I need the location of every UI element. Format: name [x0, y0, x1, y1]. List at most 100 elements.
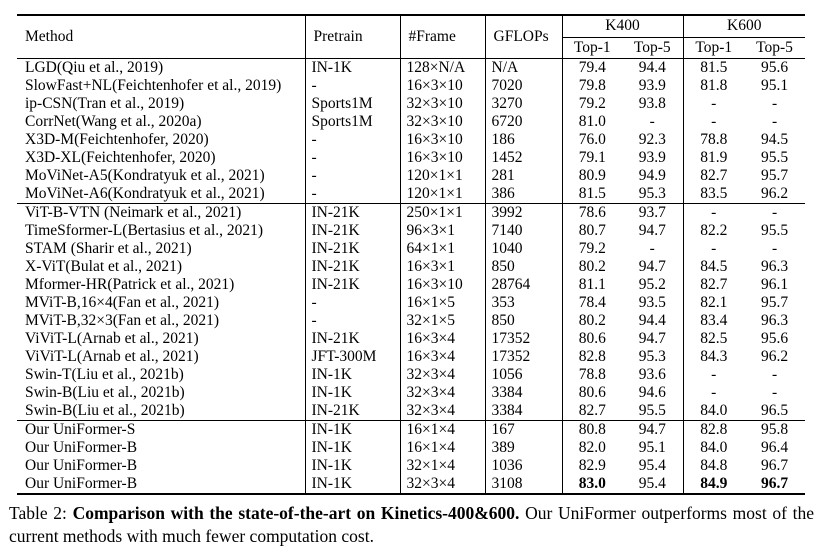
cell-frame: 32×1×5: [400, 311, 486, 330]
cell-gflops: 3384: [485, 401, 563, 420]
cell-k400-top1: 79.2: [578, 94, 606, 112]
cell-method: MViT-B,16×4(Fan et al., 2021): [17, 293, 306, 312]
cell-frame: 16×3×10: [400, 148, 486, 167]
table-row: ViViT-L(Arnab et al., 2021) JFT-300M 16×3×…: [17, 347, 805, 366]
cell-k600-top5: 95.6: [760, 58, 789, 76]
cell-k600-top5: 95.1: [760, 76, 789, 94]
col-header-method: Method: [17, 15, 306, 59]
cell-k400-top1: 80.6: [578, 329, 606, 347]
cell-k400-top1: 78.8: [578, 365, 606, 383]
cell-pretrain: IN-21K: [305, 202, 401, 222]
col-header-frame: #Frame: [400, 15, 486, 59]
cell-method: X3D-XL(Feichtenhofer, 2020): [17, 148, 306, 167]
table-row: Our UniFormer-B IN-1K 32×1×4 1036 82.9 95.4 84…: [17, 456, 805, 475]
cell-k600-top5: -: [771, 239, 778, 257]
cell-k400-top5: 94.7: [622, 257, 684, 276]
cell-gflops: 6720: [485, 112, 563, 131]
cell-k400-top1: 79.8: [578, 76, 606, 94]
cell-method: ViViT-L(Arnab et al., 2021): [17, 347, 306, 366]
col-header-k400-top1: Top-1: [562, 37, 622, 59]
cell-gflops: 186: [485, 130, 563, 149]
cell-k400-top1: 76.0: [578, 130, 606, 148]
cell-k600-top5: -: [771, 383, 778, 401]
cell-frame: 32×3×4: [400, 365, 486, 384]
cell-frame: 32×3×4: [400, 401, 486, 420]
cell-frame: 16×3×10: [400, 130, 486, 149]
results-table: Method Pretrain #Frame GFLOPs K400 K600 …: [17, 14, 806, 495]
cell-k400-top5: 92.3: [622, 130, 684, 149]
col-header-k400: K400: [562, 15, 684, 38]
cell-k600-top1: 84.5: [700, 257, 728, 275]
cell-gflops: N/A: [485, 58, 563, 77]
cell-k400-top5: 95.2: [622, 275, 684, 294]
cell-gflops: 389: [485, 438, 563, 457]
cell-k600-top5: 96.4: [760, 438, 789, 456]
cell-pretrain: -: [305, 76, 401, 95]
cell-method: Swin-B(Liu et al., 2021b): [17, 401, 306, 420]
cell-k600-top1: 83.4: [700, 311, 728, 329]
table-row: Our UniFormer-B IN-1K 32×3×4 3108 83.0 95.4 84…: [17, 474, 805, 494]
cell-method: Swin-B(Liu et al., 2021b): [17, 383, 306, 402]
cell-method: CorrNet(Wang et al., 2020a): [17, 112, 306, 131]
table-header: Method Pretrain #Frame GFLOPs K400 K600 …: [17, 15, 806, 59]
table-row: Swin-B(Liu et al., 2021b) IN-1K 32×3×4 3384…: [17, 383, 805, 402]
cell-k600-top1: 81.8: [700, 76, 728, 94]
table-row: Mformer-HR(Patrick et al., 2021) IN-21K 16…: [17, 275, 805, 294]
table-row: Our UniFormer-B IN-1K 16×1×4 389 82.0 95.1 84.…: [17, 438, 805, 457]
cell-frame: 250×1×1: [400, 202, 486, 222]
cell-frame: 32×3×10: [400, 94, 486, 113]
cell-k600-top5: 96.3: [760, 257, 789, 275]
cell-pretrain: -: [305, 166, 401, 185]
cell-method: TimeSformer-L(Bertasius et al., 2021): [17, 221, 306, 240]
cell-method: Our UniFormer-B: [17, 474, 306, 494]
cell-k600-top5: 94.5: [760, 130, 789, 148]
cell-pretrain: IN-21K: [305, 239, 401, 258]
cell-k400-top1: 79.1: [578, 148, 606, 166]
cell-pretrain: -: [305, 148, 401, 167]
cell-k600-top5: -: [744, 202, 806, 222]
cell-k400-top5: 95.5: [622, 401, 684, 420]
table-row: X3D-M(Feichtenhofer, 2020) -16×3×10 186 76.…: [17, 130, 805, 149]
cell-pretrain: -: [305, 130, 401, 149]
cell-k400-top5: 94.7: [622, 221, 684, 240]
cell-method: STAM (Sharir et al., 2021): [17, 239, 306, 258]
cell-pretrain: IN-21K: [305, 275, 401, 294]
cell-k400-top5: 95.4: [622, 474, 684, 494]
cell-gflops: 17352: [485, 347, 563, 366]
cell-frame: 32×3×4: [400, 474, 486, 494]
cell-pretrain: IN-21K: [305, 221, 401, 240]
cell-frame: 16×1×4: [400, 419, 486, 439]
cell-method: Swin-T(Liu et al., 2021b): [17, 365, 306, 384]
cell-k600-top5: 96.1: [760, 275, 789, 293]
cell-k400-top5: 93.7: [622, 202, 684, 222]
cell-k600-top5: -: [771, 112, 778, 130]
cell-pretrain: -: [305, 311, 401, 330]
table-row: ViViT-L(Arnab et al., 2021) IN-21K 16×3×4 1…: [17, 329, 805, 348]
table-row: ip-CSN(Tran et al., 2019) Sports1M 32×3×10…: [17, 94, 805, 113]
table-row: MViT-B,16×4(Fan et al., 2021) -16×1×5 353 7…: [17, 293, 805, 312]
cell-k400-top1: 82.9: [578, 456, 606, 474]
cell-gflops: 3108: [485, 474, 563, 494]
cell-k400-top1: 81.1: [578, 275, 606, 293]
table-row: SlowFast+NL(Feichtenhofer et al., 2019) -…: [17, 76, 805, 95]
cell-frame: 64×1×1: [400, 239, 486, 258]
cell-k600-top1: 84.8: [700, 456, 728, 474]
cell-method: MoViNet-A5(Kondratyuk et al., 2021): [17, 166, 306, 185]
cell-k600-top5: -: [771, 365, 778, 383]
cell-gflops: 28764: [485, 275, 563, 294]
cell-method: X3D-M(Feichtenhofer, 2020): [17, 130, 306, 149]
cell-k600-top5: 96.2: [760, 347, 789, 365]
cell-method: X-ViT(Bulat et al., 2021): [17, 257, 306, 276]
cell-gflops: 3992: [485, 202, 563, 222]
cell-k600-top1: 82.1: [700, 293, 728, 311]
cell-pretrain: -: [305, 293, 401, 312]
cell-k600-top1: -: [711, 239, 717, 257]
cell-pretrain: Sports1M: [305, 94, 401, 113]
cell-k400-top5: 93.9: [622, 148, 684, 167]
cell-frame: 16×1×4: [400, 438, 486, 457]
cell-k400-top5: 93.9: [622, 76, 684, 95]
cell-pretrain: IN-21K: [305, 329, 401, 348]
cell-gflops: 850: [485, 257, 563, 276]
cell-k600-top5: 95.7: [760, 293, 789, 311]
